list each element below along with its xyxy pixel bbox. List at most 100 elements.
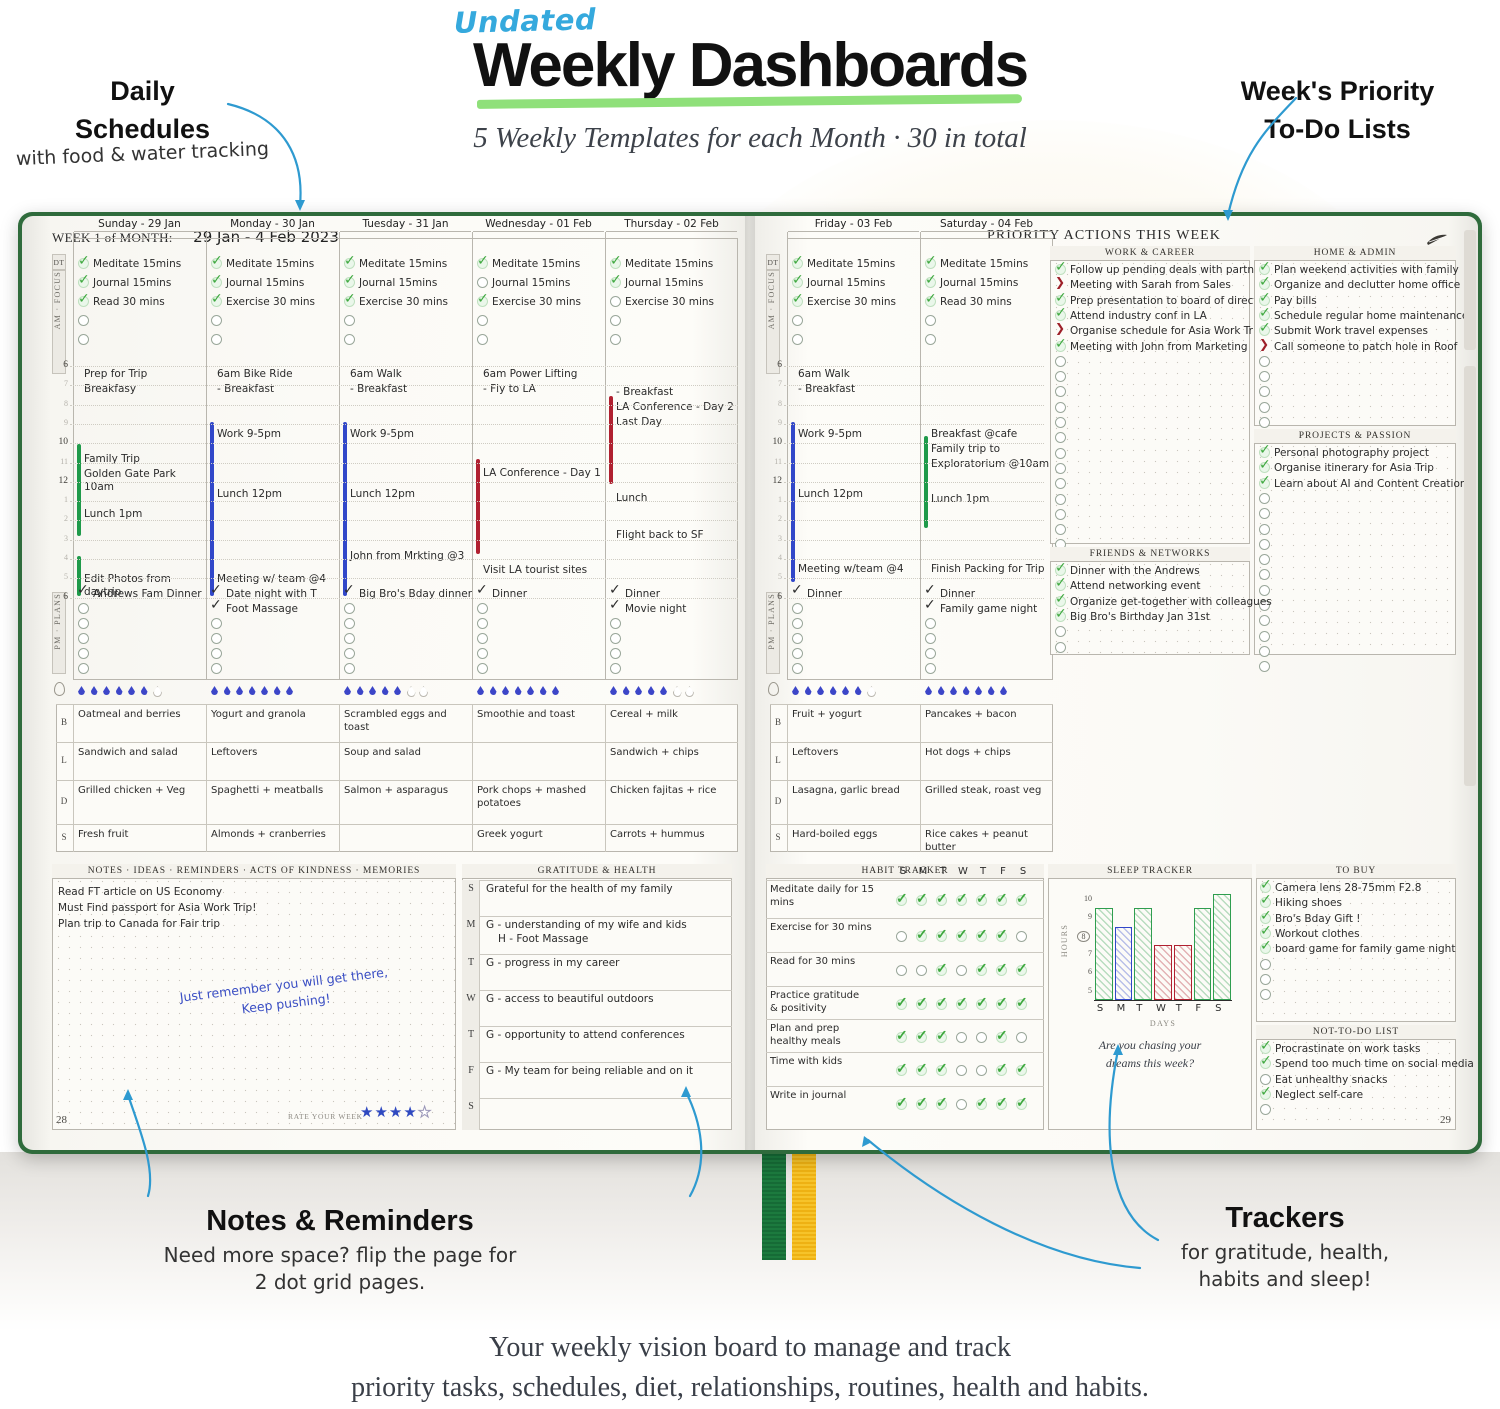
am-focus-checkbox[interactable] [610,272,622,288]
water-drop-icon[interactable] [90,685,99,697]
habit-checkbox[interactable] [936,890,948,907]
habit-checkbox[interactable] [916,994,928,1011]
schedule-entry[interactable]: Visit LA tourist sites [483,564,588,576]
am-focus-checkbox[interactable] [211,315,222,326]
am-focus-checkbox[interactable] [925,253,937,269]
habit-checkbox[interactable] [936,926,948,943]
habit-checkbox[interactable] [936,960,948,977]
pm-plans-checkbox[interactable] [344,618,355,629]
pm-plans-checkbox[interactable] [344,633,355,644]
am-focus-checkbox[interactable] [344,253,356,269]
meal-cell[interactable]: Greek yogurt [477,829,543,840]
habit-mark[interactable] [916,890,930,907]
water-drop-icon[interactable] [854,685,863,697]
pm-plans-checkbox[interactable] [78,663,89,674]
habit-mark[interactable] [956,890,970,907]
habit-mark[interactable] [976,1094,990,1111]
pm-plans-checkbox[interactable] [210,582,222,599]
water-drop-icon[interactable] [622,685,631,697]
habit-mark[interactable] [936,926,950,943]
pm-plans-checkbox[interactable] [210,597,222,614]
habit-mark[interactable] [896,961,910,976]
water-tracker-row[interactable] [476,684,607,702]
friends-networks-checkbox[interactable] [1055,606,1067,622]
habit-mark[interactable] [996,1027,1010,1044]
habit-checkbox[interactable] [936,1027,948,1044]
pm-plans-checkbox[interactable] [344,603,355,614]
gratitude-entry[interactable]: G - opportunity to attend conferences [486,1029,685,1041]
am-focus-checkbox[interactable] [792,334,803,345]
projects-passion-checkbox[interactable] [1259,523,1270,535]
to-buy-panel[interactable] [1256,864,1456,1022]
sleep-bar[interactable] [1154,944,1172,1000]
water-drop-icon[interactable] [684,685,693,697]
habit-checkbox[interactable] [916,1027,928,1044]
habit-mark[interactable] [916,961,930,976]
work-career-checkbox[interactable] [1055,275,1066,290]
habit-checkbox[interactable] [1016,1060,1028,1077]
habit-mark[interactable] [1016,1094,1030,1111]
meal-cell[interactable]: Grilled steak, roast veg [925,785,1042,796]
habit-checkbox[interactable] [996,1094,1008,1111]
water-drop-icon[interactable] [962,685,971,697]
pm-plans-checkbox[interactable] [792,603,803,614]
schedule-entry[interactable]: Prep for Trip [84,368,148,380]
schedule-entry[interactable]: - Breakfast [616,386,674,398]
am-focus-checkbox[interactable] [477,315,488,326]
rating-star[interactable]: ★ [417,1104,433,1122]
water-drop-icon[interactable] [476,685,485,697]
habit-mark[interactable] [956,961,970,976]
schedule-entry[interactable]: Family trip to [931,443,1001,455]
work-career-checkbox[interactable] [1055,432,1066,444]
pm-plans-checkbox[interactable] [477,633,488,644]
pm-plans-checkbox[interactable] [343,582,355,599]
habit-checkbox[interactable] [996,960,1008,977]
habit-mark[interactable] [936,1094,950,1111]
pm-plans-checkbox[interactable] [925,618,936,629]
pm-plans-checkbox[interactable] [211,618,222,629]
habit-mark[interactable] [896,927,910,942]
pm-plans-checkbox[interactable] [344,663,355,674]
water-drop-icon[interactable] [260,685,269,697]
am-focus-checkbox[interactable] [925,291,937,307]
am-focus-checkbox[interactable] [344,315,355,326]
water-drop-icon[interactable] [489,685,498,697]
pm-plans-checkbox[interactable] [78,648,89,659]
water-drop-icon[interactable] [841,685,850,697]
home-admin-checkbox[interactable] [1259,337,1270,352]
water-drop-icon[interactable] [356,685,365,697]
am-focus-checkbox[interactable] [792,253,804,269]
habit-mark[interactable] [896,1094,910,1111]
pm-plans-checkbox[interactable] [924,597,936,614]
sleep-bar[interactable] [1173,944,1192,1000]
pm-plans-checkbox[interactable] [477,648,488,659]
habit-mark[interactable] [976,1061,990,1076]
water-drop-icon[interactable] [140,685,149,697]
habit-mark[interactable] [976,926,990,943]
week-value[interactable]: 29 Jan - 4 Feb 2023 [193,228,339,246]
water-drop-icon[interactable] [514,685,523,697]
habit-mark[interactable] [896,994,910,1011]
pm-plans-checkbox[interactable] [792,663,803,674]
work-career-checkbox[interactable] [1055,259,1067,275]
water-drop-icon[interactable] [115,685,124,697]
water-drop-icon[interactable] [526,685,535,697]
schedule-entry[interactable]: 6am Walk [798,368,850,380]
meal-cell[interactable]: Pancakes + bacon [925,709,1017,720]
am-focus-checkbox[interactable] [610,253,622,269]
am-focus-checkbox[interactable] [211,334,222,345]
habit-checkbox[interactable] [996,1027,1008,1044]
water-drop-icon[interactable] [791,685,800,697]
habit-mark[interactable] [1016,1028,1030,1043]
rate-your-week-stars[interactable]: ★★★★★ [360,1103,432,1122]
water-drop-icon[interactable] [273,685,282,697]
gratitude-entry[interactable]: G - My team for being reliable and on it [486,1065,694,1077]
water-drop-icon[interactable] [866,685,875,697]
pm-plans-checkbox[interactable] [211,648,222,659]
water-drop-icon[interactable] [816,685,825,697]
meal-cell[interactable]: Carrots + hummus [610,829,705,840]
water-drop-icon[interactable] [672,685,681,697]
water-drop-icon[interactable] [647,685,656,697]
habit-mark[interactable] [936,960,950,977]
meal-cell[interactable]: Scrambled eggs and toast [344,709,447,733]
